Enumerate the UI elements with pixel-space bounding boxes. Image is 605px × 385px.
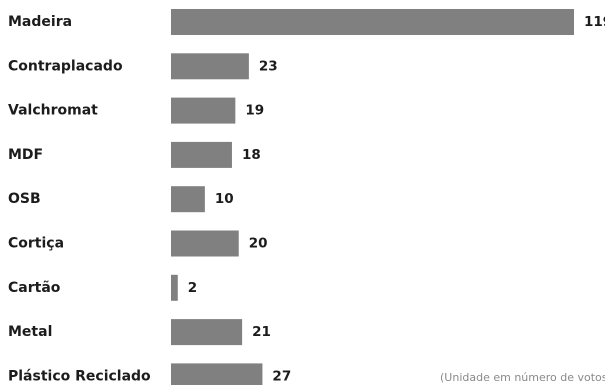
value-label: 119 (584, 14, 605, 30)
value-label: 19 (245, 103, 264, 119)
category-label: Plástico Reciclado (8, 368, 151, 384)
value-label: 10 (215, 191, 234, 207)
category-label: Metal (8, 324, 52, 340)
value-label: 27 (272, 368, 291, 384)
bar (171, 186, 205, 213)
category-label: Valchromat (8, 103, 98, 119)
category-label: Cortiça (8, 236, 64, 252)
bar (171, 53, 249, 80)
bar-row: Metal 21 (8, 319, 271, 346)
bar-row: MDF 18 (8, 141, 261, 168)
bar (171, 230, 239, 257)
value-label: 18 (242, 147, 261, 163)
bar-row: Valchromat 19 (8, 97, 264, 124)
category-label: Cartão (8, 280, 61, 296)
category-label: OSB (8, 191, 41, 207)
value-label: 21 (252, 324, 271, 340)
bar-row: Contraplacado 23 (8, 53, 278, 80)
bar (171, 274, 178, 301)
unit-note: (Unidade em número de votos) (440, 371, 605, 384)
bar-row: OSB 10 (8, 186, 234, 213)
category-label: Madeira (8, 14, 72, 30)
bar-row: Madeira 119 (8, 9, 605, 35)
value-label: 23 (259, 58, 278, 74)
bar (171, 363, 263, 385)
category-label: Contraplacado (8, 58, 123, 74)
category-label: MDF (8, 147, 43, 163)
chart-rows: Madeira 119 Contraplacado 23 Valchromat 19 MDF… (8, 9, 605, 385)
bar-row: Plástico Reciclado 27 (8, 363, 291, 385)
bar-row: Cartão 2 (8, 274, 197, 301)
bar (171, 141, 232, 168)
bar (171, 319, 243, 346)
value-label: 20 (249, 236, 268, 252)
value-label: 2 (188, 280, 197, 296)
bar (171, 97, 236, 124)
bar-row: Cortiça 20 (8, 230, 268, 257)
bar (171, 9, 574, 35)
